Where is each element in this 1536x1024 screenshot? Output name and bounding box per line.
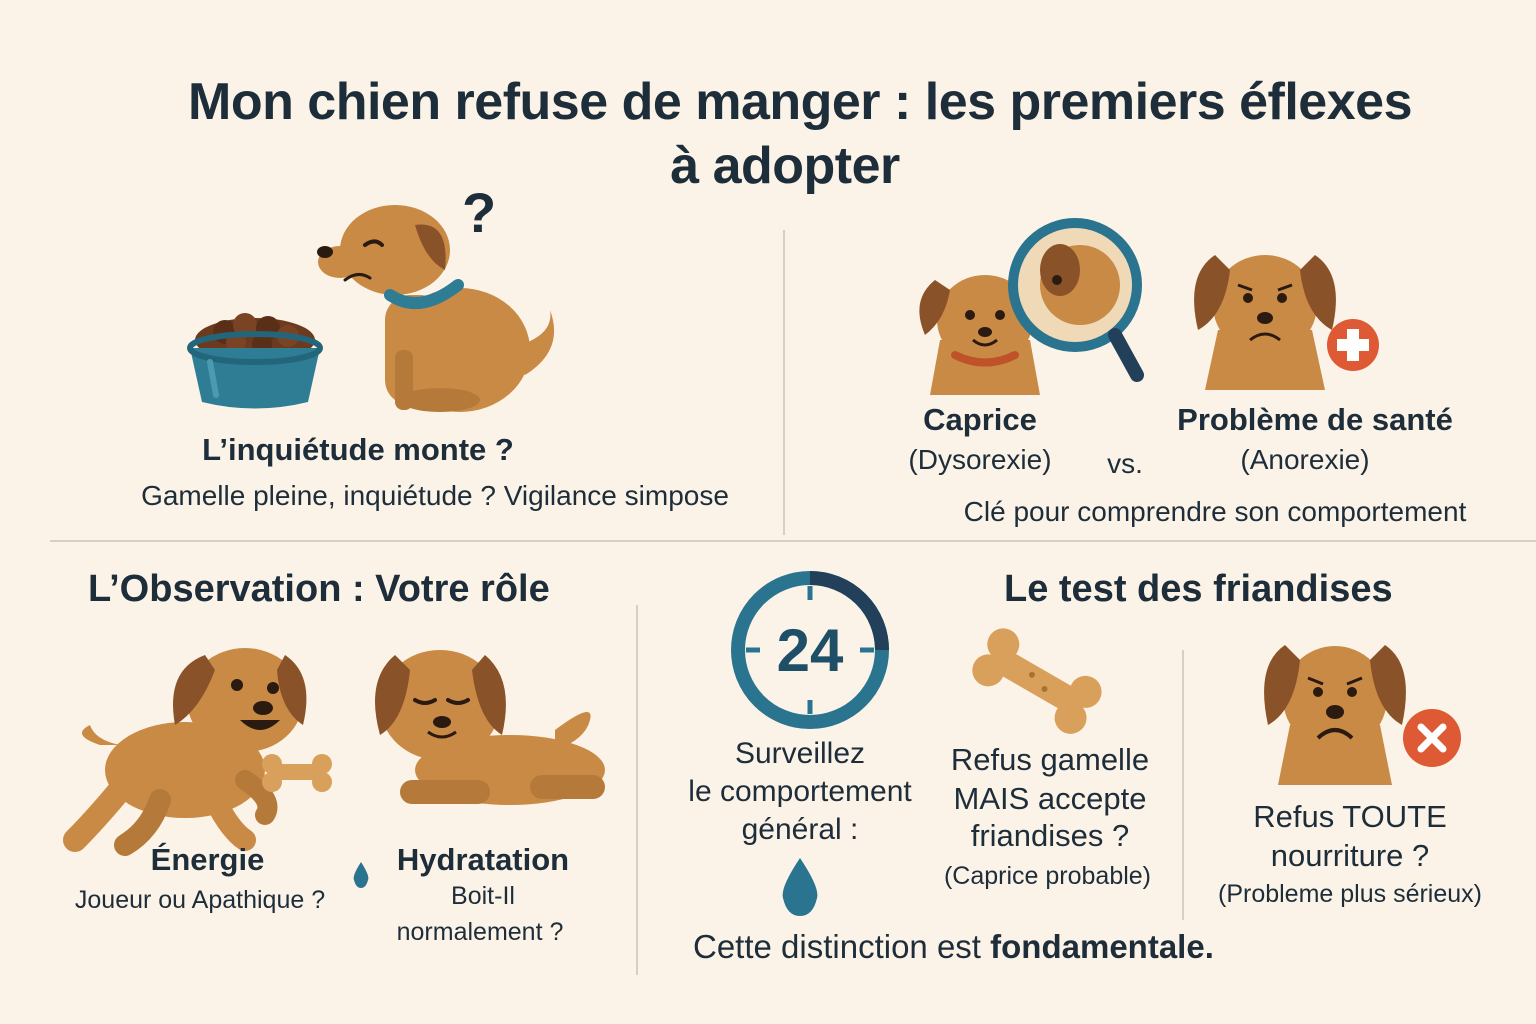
conclusion: Cette distinction est fondamentale.: [693, 928, 1214, 966]
playful-dog: [63, 648, 307, 856]
clock-number: 24: [776, 617, 844, 684]
section1-text: Gamelle pleine, inquiétude ? Vigilance s…: [141, 480, 729, 511]
page-title: Mon chien refuse de manger : les premier…: [0, 70, 1536, 198]
health-title: Problème de santé: [1177, 402, 1453, 437]
sick-dog-head: [1194, 255, 1336, 390]
page-title-line2: à adopter: [670, 137, 900, 195]
section2-caption: Clé pour comprendre son comportement: [963, 496, 1467, 527]
divider-horizontal: [50, 540, 1536, 542]
happy-dog-head: [919, 275, 1051, 395]
hydration-title: Hydratation: [396, 842, 570, 877]
bone-toy-icon: [262, 754, 332, 792]
page-title-line1: Mon chien refuse de manger : les premier…: [188, 73, 1412, 131]
section3-heading: L’Observation : Votre rôle: [88, 568, 550, 610]
vs-label: vs.: [1107, 448, 1143, 479]
dog-bowl-icon: [187, 313, 323, 409]
watch-line-2: le comportement: [688, 775, 912, 808]
all-food-note: (Probleme plus sérieux): [1218, 880, 1482, 908]
energy-text: Joueur ou Apathique ?: [74, 886, 326, 914]
section4-heading: Le test des friandises: [1004, 568, 1393, 610]
sad-dog-sitting: [317, 205, 555, 412]
clock-24-icon: [731, 571, 889, 729]
energy-title: Énergie: [150, 842, 265, 877]
conclusion-emphasis: fondamentale.: [990, 928, 1214, 965]
section1-heading: L’inquiétude monte ?: [202, 432, 514, 467]
watch-line-3: général :: [741, 813, 859, 846]
cross-x-icon: [1403, 709, 1461, 767]
medical-cross-icon: [1327, 319, 1379, 371]
bone-icon: [972, 628, 1102, 734]
divider-vertical-bottom-left: [636, 605, 638, 975]
treat-line-3: friandises ?: [970, 818, 1130, 853]
caprice-title: Caprice: [923, 402, 1037, 437]
treat-line-1: Refus gamelle: [950, 742, 1150, 777]
all-food-line-1: Refus TOUTE: [1253, 799, 1447, 834]
all-food-line-2: nourriture ?: [1270, 838, 1430, 873]
watch-line-1: Surveillez: [734, 737, 866, 770]
water-drop-icon-large: [782, 858, 818, 916]
conclusion-text: Cette distinction est: [693, 928, 981, 965]
treat-line-2: MAIS accepte: [953, 781, 1147, 816]
magnifying-glass-icon: [1008, 218, 1144, 382]
question-mark-icon: ?: [462, 181, 497, 244]
resting-dog: [375, 650, 605, 805]
water-drop-icon: [353, 862, 369, 888]
hydration-text-1: Boit-Il: [451, 882, 515, 910]
treat-note: (Caprice probable): [943, 862, 1152, 890]
health-subtitle: (Anorexie): [1240, 444, 1370, 475]
sad-dog-head: [1264, 645, 1406, 785]
caprice-subtitle: (Dysorexie): [908, 444, 1052, 475]
hydration-text-2: normalement ?: [396, 918, 564, 946]
divider-vertical-top: [783, 230, 785, 535]
divider-vertical-bottom-right: [1182, 650, 1184, 920]
